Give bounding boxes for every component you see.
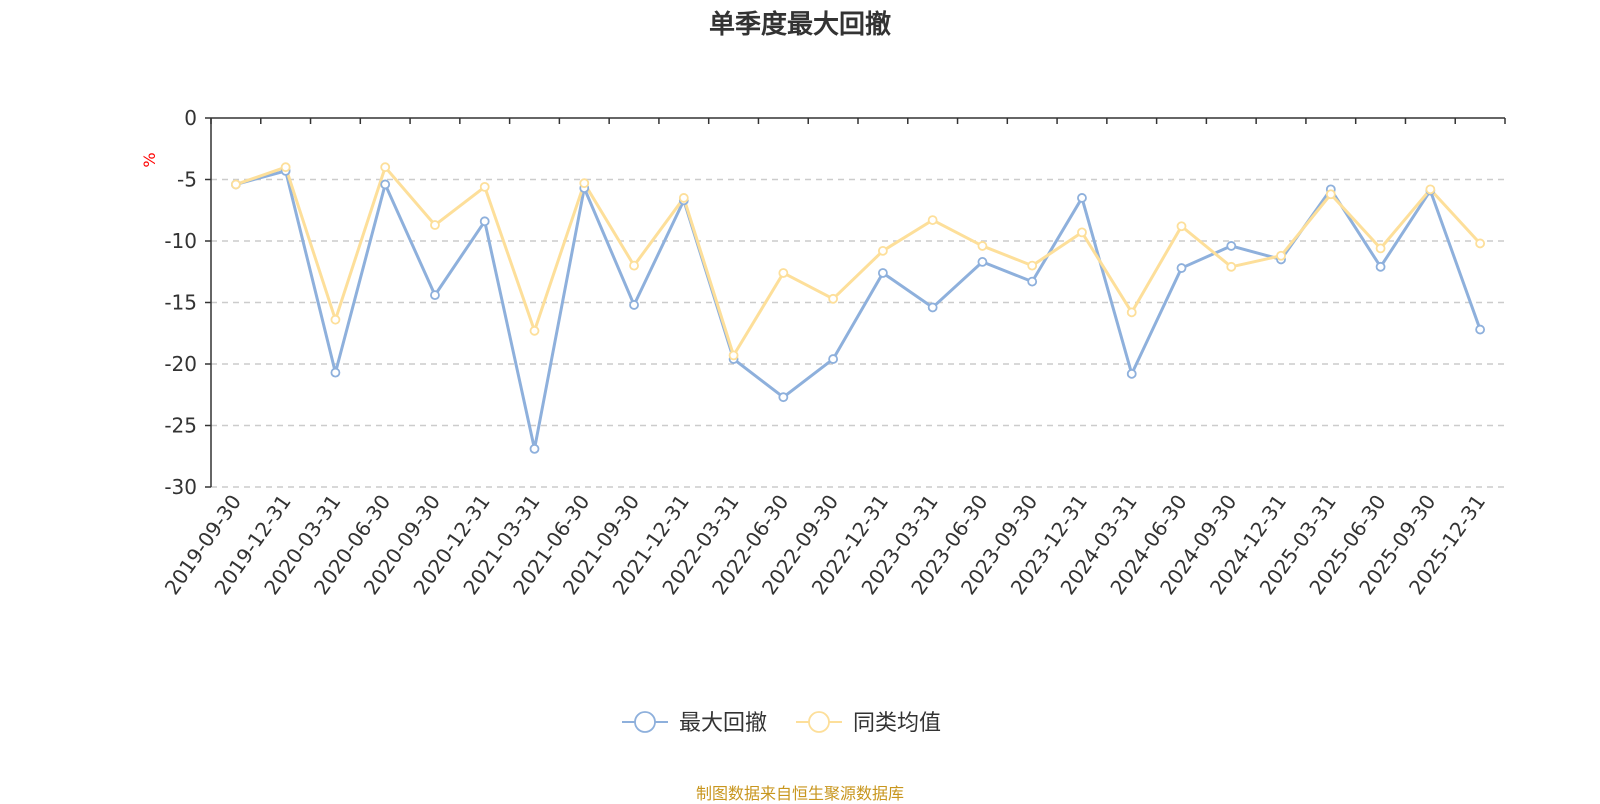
data-point-series-1[interactable] (1027, 276, 1038, 287)
legend-marker-icon (634, 711, 656, 733)
data-point-series-1[interactable] (778, 392, 789, 403)
legend-marker-icon (808, 711, 830, 733)
data-point-series-2[interactable] (579, 178, 590, 189)
y-axis-label: % (140, 152, 159, 167)
y-tick-label: -30 (164, 475, 197, 499)
data-point-series-2[interactable] (927, 215, 938, 225)
data-point-series-2[interactable] (678, 193, 689, 203)
data-point-series-2[interactable] (1325, 189, 1336, 200)
data-point-series-2[interactable] (529, 325, 540, 336)
y-tick-labels: 0 -5 -10 -15 -20 -25 -30 (164, 106, 197, 499)
data-point-series-1[interactable] (430, 290, 440, 301)
data-point-series-2[interactable] (629, 260, 639, 271)
data-point-series-2[interactable] (430, 220, 440, 230)
legend-label: 同类均值 (853, 711, 941, 736)
data-point-series-2[interactable] (479, 181, 490, 192)
data-point-series-2[interactable] (1375, 243, 1386, 254)
data-point-series-2[interactable] (280, 162, 291, 173)
data-point-series-1[interactable] (977, 257, 988, 267)
legend-item-2[interactable]: 同类均值 (796, 711, 941, 736)
data-point-series-1[interactable] (828, 354, 839, 364)
y-tick-label: -20 (164, 352, 197, 376)
grid-lines (211, 178, 1505, 488)
y-tick-label: -10 (164, 229, 197, 253)
data-point-series-2[interactable] (380, 162, 391, 173)
data-point-series-2[interactable] (1176, 221, 1187, 232)
data-point-series-1[interactable] (927, 302, 938, 313)
series-lines (230, 162, 1486, 454)
data-point-series-2[interactable] (877, 245, 888, 256)
data-point-series-1[interactable] (1375, 261, 1386, 272)
x-tick-labels: 2019-09-302019-12-312020-03-312020-06-30… (160, 490, 1491, 599)
data-point-series-1[interactable] (629, 300, 639, 310)
data-point-series-1[interactable] (1475, 324, 1486, 335)
data-point-series-2[interactable] (828, 293, 839, 304)
data-point-series-2[interactable] (728, 350, 739, 361)
data-point-series-2[interactable] (778, 268, 789, 278)
data-point-series-1[interactable] (1176, 263, 1187, 273)
legend: 最大回撤 同类均值 (622, 711, 941, 736)
data-point-series-1[interactable] (1077, 193, 1087, 203)
data-point-series-1[interactable] (529, 443, 540, 454)
data-point-series-2[interactable] (1126, 307, 1137, 318)
data-point-series-2[interactable] (1425, 184, 1436, 195)
source-footer: 制图数据来自恒生聚源数据库 (695, 784, 904, 803)
y-tick-label: 0 (184, 106, 197, 130)
axes (205, 117, 1506, 488)
legend-label: 最大回撤 (679, 711, 767, 736)
y-tick-label: -5 (177, 168, 197, 192)
y-tick-label: -15 (164, 291, 197, 315)
data-point-series-2[interactable] (1475, 238, 1486, 249)
data-point-series-1[interactable] (380, 179, 391, 190)
data-point-series-2[interactable] (1276, 250, 1286, 261)
chart-title: 单季度最大回撤 (708, 10, 891, 40)
data-point-series-2[interactable] (1027, 260, 1038, 271)
legend-item-1[interactable]: 最大回撤 (622, 711, 767, 736)
data-point-series-2[interactable] (330, 314, 341, 325)
data-point-series-2[interactable] (230, 179, 241, 190)
data-point-series-1[interactable] (1126, 368, 1137, 379)
y-tick-label: -25 (164, 414, 197, 438)
data-point-series-2[interactable] (1226, 261, 1237, 272)
data-point-series-1[interactable] (877, 268, 888, 278)
series-line-2 (235, 165, 1482, 357)
data-point-series-1[interactable] (330, 367, 341, 378)
data-point-series-2[interactable] (1077, 227, 1087, 238)
data-point-series-1[interactable] (1226, 241, 1237, 251)
data-point-series-2[interactable] (977, 241, 988, 251)
data-point-series-1[interactable] (479, 216, 490, 227)
